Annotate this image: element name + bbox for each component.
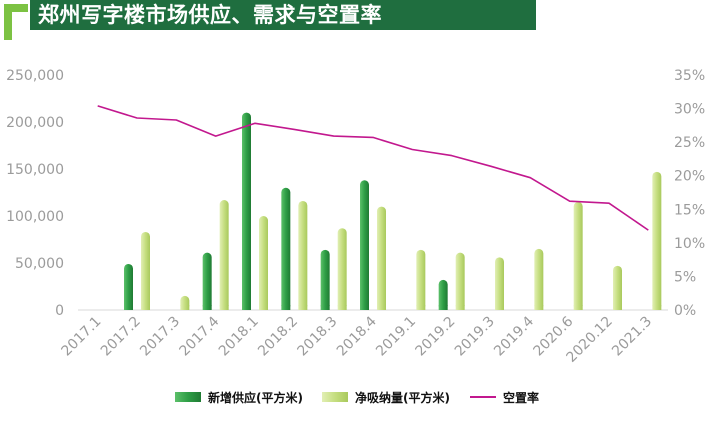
absorption-bar-base (219, 305, 229, 310)
supply-bar-base (438, 305, 448, 310)
legend-swatch-supply (175, 392, 201, 402)
supply-bar (242, 112, 251, 310)
left-axis-tick-label: 200,000 (6, 115, 64, 131)
x-axis-tick-label: 2019.4 (491, 313, 537, 359)
x-axis-tick-label: 2019.3 (452, 314, 498, 360)
left-axis-tick-label: 0 (55, 303, 64, 319)
absorption-bar-base (259, 305, 268, 310)
supply-bar (438, 279, 448, 310)
absorption-bar (495, 257, 504, 310)
left-axis-tick-label: 250,000 (6, 68, 64, 84)
absorption-bar-base (377, 305, 386, 310)
supply-bar-base (320, 305, 330, 310)
absorption-bar (455, 252, 465, 310)
absorption-bar (534, 248, 544, 310)
absorption-bar (259, 216, 268, 310)
right-axis-tick-label: 0% (674, 303, 696, 319)
absorption-bar-base (613, 305, 622, 310)
legend-label-supply: 新增供应(平方米) (208, 390, 303, 405)
x-axis-tick-label: 2017.2 (98, 314, 144, 360)
absorption-bar-base (455, 305, 465, 310)
title-banner: 郑州写字楼市场供应、需求与空置率 (0, 0, 536, 30)
absorption-bar-base (416, 305, 426, 310)
right-axis-tick-label: 10% (674, 236, 705, 252)
absorption-bar (337, 228, 347, 310)
legend-label-vacancy: 空置率 (503, 390, 539, 405)
left-axis-tick-label: 50,000 (15, 256, 64, 272)
absorption-bar-base (180, 305, 190, 310)
supply-bar (202, 252, 212, 310)
supply-bar-base (124, 305, 133, 310)
absorption-bar (377, 206, 386, 310)
right-axis-tick-label: 15% (674, 202, 705, 218)
absorption-bar-base (141, 305, 150, 310)
x-axis-tick-label: 2019.1 (373, 314, 419, 360)
absorption-bar-base (652, 305, 662, 310)
absorption-bar-base (573, 305, 583, 310)
supply-bar (320, 249, 330, 310)
x-axis-tick-label: 2017.4 (177, 313, 223, 359)
x-axis-tick-label: 2018.1 (216, 314, 262, 360)
absorption-bar (416, 249, 426, 310)
page-title: 郑州写字楼市场供应、需求与空置率 (38, 3, 382, 27)
absorption-bar (219, 200, 229, 310)
supply-bar-base (281, 305, 291, 310)
supply-bar (360, 180, 369, 310)
x-axis-tick-label: 2018.3 (295, 314, 341, 360)
absorption-bar (613, 265, 622, 310)
absorption-bar-base (337, 305, 347, 310)
absorption-bar (573, 201, 583, 310)
absorption-bar-base (534, 305, 544, 310)
legend-label-absorption: 净吸纳量(平方米) (355, 390, 450, 405)
right-axis-tick-label: 25% (674, 135, 705, 151)
supply-bar-base (360, 305, 369, 310)
supply-bar (281, 187, 291, 310)
left-axis-tick-label: 100,000 (6, 209, 64, 225)
corner-bracket-icon (0, 0, 30, 44)
x-axis-tick-label: 2019.2 (413, 314, 459, 360)
x-axis-tick-label: 2018.4 (334, 313, 380, 359)
absorption-bar (652, 171, 662, 310)
absorption-bar-base (495, 305, 504, 310)
supply-bar (124, 263, 133, 310)
vacancy-rate-line (97, 105, 649, 231)
absorption-bar (298, 200, 308, 310)
supply-bar-base (242, 305, 251, 310)
left-axis-tick-label: 150,000 (6, 162, 64, 178)
right-axis-tick-label: 20% (674, 169, 705, 185)
right-axis-tick-label: 5% (674, 269, 696, 285)
x-axis-tick-label: 2017.3 (137, 314, 183, 360)
absorption-bar (141, 231, 150, 310)
supply-bar-base (202, 305, 212, 310)
right-axis-tick-label: 35% (674, 68, 705, 84)
legend-swatch-absorption (322, 392, 348, 402)
x-axis-tick-label: 2018.2 (255, 314, 301, 360)
x-axis-tick-label: 2021.3 (609, 314, 655, 360)
right-axis-tick-label: 30% (674, 102, 705, 118)
absorption-bar-base (298, 305, 308, 310)
x-axis-tick-label: 2017.1 (59, 314, 105, 360)
